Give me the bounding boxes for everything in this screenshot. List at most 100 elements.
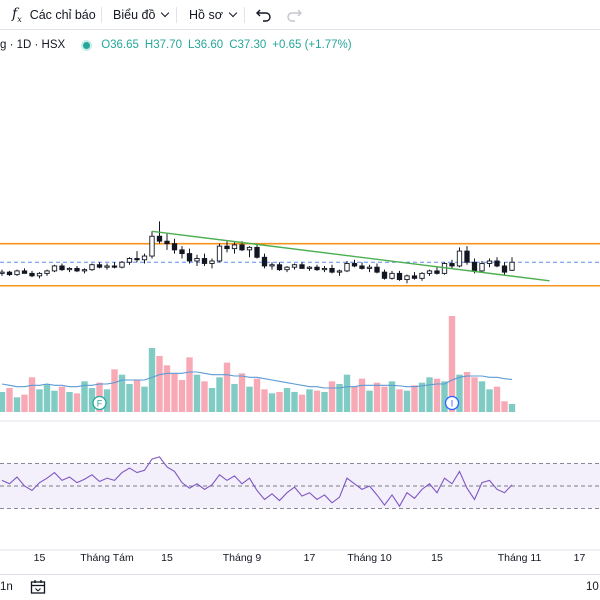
candle-body: [149, 235, 155, 257]
volume-bar: [351, 386, 358, 412]
candle-body: [449, 263, 455, 267]
candle: [29, 270, 35, 278]
profile-menu-button[interactable]: Hồ sơ: [189, 5, 238, 25]
candle: [141, 253, 148, 264]
chart-menu-button[interactable]: Biểu đồ: [113, 5, 170, 25]
candle: [299, 262, 305, 269]
candle: [21, 268, 28, 274]
volume-bar: [111, 369, 118, 412]
volume-bar: [508, 404, 516, 412]
volume-bar: [66, 392, 73, 412]
chart-menu-label: Biểu đồ: [113, 8, 156, 22]
candle: [314, 264, 320, 271]
volume-bar: [223, 362, 231, 412]
top-toolbar: fx Các chỉ báo Biểu đồ Hồ sơ: [0, 0, 600, 30]
candle: [419, 272, 425, 281]
candle-body: [81, 269, 88, 272]
candle-body: [59, 265, 65, 271]
candle-body: [269, 264, 275, 267]
candle-body: [194, 258, 200, 262]
candle-body: [389, 272, 395, 279]
volume-bar: [471, 377, 478, 412]
volume-ma-line: [1, 371, 513, 389]
volume-bar: [186, 357, 193, 412]
candle-body: [74, 267, 80, 272]
volume-bar: [103, 389, 111, 412]
candle: [74, 265, 80, 273]
toolbar-divider: [176, 7, 177, 23]
candle: [351, 259, 358, 268]
volume-bar: [0, 392, 6, 412]
candle-body: [156, 235, 163, 242]
volume-bar: [28, 377, 36, 412]
trendline: [151, 230, 550, 282]
time-range-label[interactable]: 10: [586, 581, 599, 593]
candle-body: [201, 258, 208, 264]
timeframe-button[interactable]: 1n: [0, 581, 13, 593]
candle-body: [209, 260, 215, 264]
volume-bar: [231, 384, 238, 412]
candle: [119, 261, 125, 269]
chart-area[interactable]: F I 15 Tháng Tám 15 Tháng 9 17 Tháng 10 15 Tháng …: [0, 30, 600, 574]
candle: [246, 246, 253, 258]
volume-bar: [381, 386, 388, 412]
volume-bar: [426, 377, 433, 412]
candle: [171, 238, 178, 254]
candle-body: [231, 244, 238, 250]
candle-body: [261, 256, 268, 267]
candle: [231, 242, 238, 254]
event-marker-f: F: [92, 395, 107, 411]
x-axis-label: 15: [34, 552, 46, 564]
candle-body: [374, 266, 380, 273]
candle-body: [239, 244, 245, 251]
candle-body: [321, 267, 328, 271]
candle-body: [501, 265, 508, 273]
candle-body: [216, 245, 223, 262]
candle: [479, 261, 485, 273]
indicators-button[interactable]: fx Các chỉ báo: [12, 5, 96, 25]
volume-bar: [156, 356, 163, 412]
x-axis-label: Tháng Tám: [80, 552, 134, 564]
volume-bar: [298, 394, 306, 412]
candle: [126, 257, 133, 265]
volume-bar: [81, 381, 88, 412]
candle: [344, 261, 350, 273]
volume-bar: [73, 393, 81, 412]
candle-body: [359, 265, 365, 269]
candle-body: [186, 253, 193, 262]
candle: [134, 251, 140, 263]
candle-body: [509, 261, 515, 271]
calendar-button[interactable]: [30, 579, 46, 598]
candle: [224, 241, 230, 253]
candle: [456, 247, 463, 268]
candle: [261, 253, 268, 269]
x-axis-label: 15: [431, 552, 443, 564]
candle: [44, 269, 50, 276]
candle-body: [381, 271, 388, 279]
candle-body: [411, 275, 418, 279]
candle-body: [464, 250, 470, 263]
x-axis-label: Tháng 11: [498, 552, 542, 564]
candle-body: [51, 265, 58, 272]
volume-bar: [441, 381, 448, 412]
volume-bar: [403, 390, 411, 412]
redo-button[interactable]: [286, 5, 302, 25]
volume-bar: [208, 388, 216, 412]
x-axis-label: 17: [574, 552, 586, 564]
candle: [66, 267, 73, 273]
undo-button[interactable]: [256, 5, 272, 25]
volume-bar: [178, 380, 186, 412]
volume-bar: [463, 372, 471, 412]
legend-close: C37.30: [229, 39, 267, 51]
volume-bar: [306, 389, 313, 412]
candle-body: [479, 263, 485, 272]
candle-body: [434, 270, 440, 274]
legend-low: L36.60: [188, 39, 224, 51]
volume-bar: [283, 388, 291, 412]
volume-bar: [478, 381, 486, 412]
candle-body: [66, 267, 73, 271]
volume-bar: [118, 374, 126, 412]
candle-body: [456, 250, 463, 267]
toolbar-divider: [244, 7, 245, 23]
candle-body: [44, 270, 50, 274]
